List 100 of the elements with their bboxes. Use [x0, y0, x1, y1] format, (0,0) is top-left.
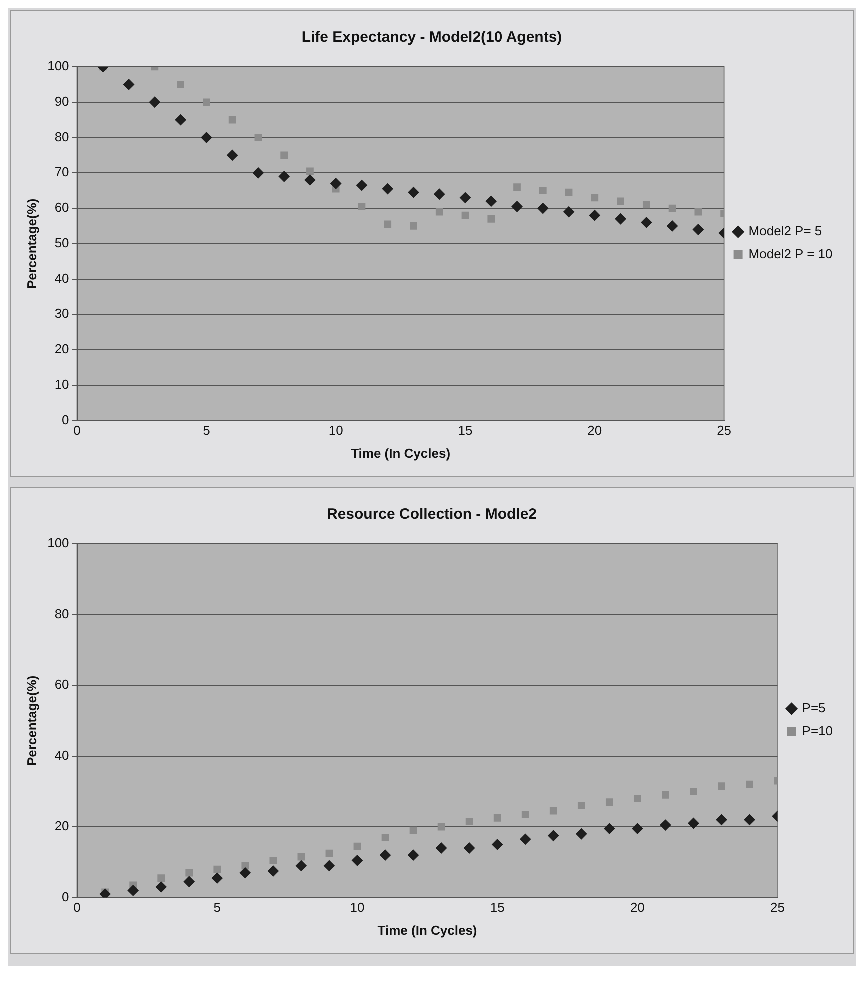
- point: [520, 834, 532, 845]
- point: [296, 860, 307, 872]
- point: [492, 839, 504, 850]
- y-tick-label: 90: [54, 94, 70, 109]
- point: [124, 79, 135, 90]
- point: [718, 782, 726, 790]
- point: [156, 882, 167, 893]
- point: [617, 198, 624, 206]
- x-tick-label: 0: [74, 423, 81, 438]
- y-tick-label: 60: [54, 200, 70, 216]
- x-tick-label: 25: [717, 423, 732, 438]
- point: [464, 842, 476, 854]
- x-tick-label: 25: [770, 900, 786, 916]
- point: [606, 798, 614, 806]
- point: [212, 872, 223, 884]
- point: [330, 178, 342, 190]
- chart-title: Resource Collection - Modle2: [326, 506, 538, 524]
- point: [660, 820, 672, 831]
- y-axis-title: Percentage(%): [24, 198, 40, 290]
- point: [408, 850, 420, 861]
- y-tick-label: 80: [54, 606, 70, 622]
- point: [382, 184, 394, 195]
- point: [438, 823, 446, 831]
- point: [252, 168, 264, 179]
- point: [688, 818, 700, 829]
- point: [384, 220, 392, 228]
- point: [641, 217, 652, 228]
- y-tick-label: 50: [54, 235, 70, 250]
- point: [604, 823, 616, 834]
- point: [380, 850, 392, 861]
- x-tick-label: 20: [588, 423, 602, 438]
- y-tick-label: 100: [48, 536, 70, 551]
- point: [184, 876, 195, 888]
- point: [716, 814, 728, 826]
- x-tick-label: 10: [328, 423, 344, 438]
- y-tick-label: 20: [54, 342, 70, 357]
- point: [466, 818, 474, 826]
- x-axis-title: Time (In Cycles): [378, 922, 478, 938]
- point: [128, 885, 139, 896]
- point: [326, 850, 334, 858]
- legend-label: P=5: [802, 700, 826, 716]
- point: [462, 212, 470, 220]
- point: [254, 134, 262, 142]
- point: [304, 174, 316, 186]
- point: [306, 168, 314, 176]
- point: [488, 215, 496, 223]
- point: [642, 201, 650, 209]
- y-tick-label: 10: [54, 377, 70, 392]
- point: [494, 814, 502, 822]
- point: [356, 180, 368, 192]
- x-tick-label: 5: [214, 900, 222, 916]
- point: [280, 152, 288, 160]
- point: [410, 222, 418, 230]
- x-tick-label: 10: [350, 900, 365, 916]
- point: [615, 214, 626, 225]
- point: [410, 826, 418, 834]
- point: [436, 208, 444, 216]
- point: [382, 834, 390, 842]
- point: [214, 866, 222, 874]
- point: [746, 780, 754, 788]
- point: [668, 204, 676, 212]
- point: [298, 853, 306, 861]
- y-tick-label: 30: [54, 306, 70, 322]
- x-tick-label: 0: [74, 900, 81, 916]
- legend-label: Model2 P = 10: [748, 246, 833, 262]
- point: [564, 206, 575, 218]
- point: [565, 188, 573, 196]
- x-axis-title: Time (In Cycles): [351, 446, 451, 461]
- point: [227, 150, 238, 161]
- chart-title: Life Expectancy - Model2(10 Agents): [302, 29, 562, 46]
- y-tick-label: 40: [54, 270, 70, 286]
- y-tick-label: 0: [62, 412, 70, 428]
- point: [486, 196, 497, 207]
- point: [692, 224, 704, 236]
- x-tick-label: 5: [203, 423, 210, 438]
- point: [358, 203, 366, 210]
- point: [434, 188, 446, 200]
- point: [354, 842, 362, 850]
- y-tick-label: 60: [54, 677, 70, 692]
- y-tick-label: 40: [54, 748, 70, 763]
- point: [522, 810, 530, 818]
- point: [158, 874, 166, 882]
- point: [632, 823, 644, 834]
- point: [240, 868, 251, 879]
- point: [694, 208, 702, 216]
- point: [512, 201, 523, 212]
- point: [667, 220, 678, 232]
- point: [539, 187, 547, 195]
- point: [744, 814, 756, 826]
- x-tick-label: 15: [490, 900, 505, 916]
- point: [576, 828, 588, 840]
- point: [268, 866, 279, 877]
- y-tick-label: 0: [62, 889, 70, 904]
- legend-label: P=10: [802, 724, 834, 739]
- point: [149, 96, 160, 108]
- point: [634, 795, 642, 802]
- x-tick-label: 20: [630, 900, 645, 916]
- point: [175, 114, 186, 126]
- point: [578, 802, 586, 810]
- y-tick-label: 100: [48, 58, 70, 74]
